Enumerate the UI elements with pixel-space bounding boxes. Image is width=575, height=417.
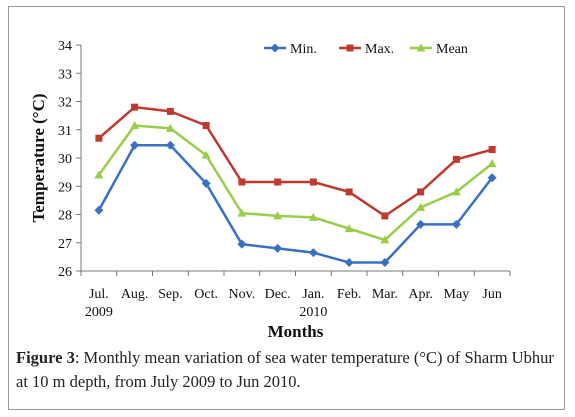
series-line-max: [98, 105, 493, 218]
caption-text: : Monthly mean variation of sea water te…: [16, 348, 554, 391]
data-point-mean: [451, 187, 461, 196]
line-chart: 26 27 28 29 30 31 32 33 34 Jul. Aug. Sep. Oct. Nov. De…: [29, 39, 511, 341]
data-point-min: [416, 219, 426, 229]
data-point-mean: [130, 121, 140, 130]
x-tick-label: Nov.: [229, 287, 256, 302]
data-point-min: [94, 205, 104, 215]
x-tick-label: Feb.: [337, 287, 362, 302]
data-point-max: [238, 178, 246, 186]
data-point-max: [95, 134, 103, 142]
data-point-mean: [308, 212, 318, 221]
y-tick-label: 30: [58, 152, 72, 167]
data-point-mean: [165, 123, 175, 132]
data-point-mean: [487, 159, 497, 168]
data-point-min: [273, 243, 283, 253]
legend-label-max: Max.: [365, 42, 394, 57]
y-tick-label: 29: [58, 180, 72, 195]
data-point-min: [237, 239, 247, 249]
series-line-min: [97, 144, 494, 264]
data-point-max: [381, 212, 389, 220]
data-point-max: [131, 103, 139, 111]
data-point-min: [165, 140, 175, 150]
series-line-mean: [97, 124, 493, 242]
data-point-mean: [237, 208, 247, 217]
x-tick-label: May: [444, 287, 470, 302]
data-point-min: [130, 140, 140, 150]
x-tick-label: Jun: [482, 287, 501, 302]
data-point-max: [345, 188, 353, 196]
x-tick-label: Oct.: [194, 287, 218, 302]
data-point-max: [274, 178, 282, 186]
legend-label-min: Min.: [290, 42, 317, 57]
data-point-min: [380, 258, 390, 268]
x-tick-label: Aug.: [121, 287, 149, 302]
legend-marker-min: [270, 43, 280, 53]
x-tick-label: Apr.: [408, 287, 433, 302]
data-point-min: [308, 248, 318, 258]
y-tick-label: 27: [58, 237, 72, 252]
data-point-min: [201, 178, 211, 188]
x-axis-title: Months: [268, 322, 324, 341]
data-point-mean: [94, 170, 104, 179]
data-point-mean: [380, 235, 390, 244]
data-point-mean: [416, 202, 426, 211]
y-tick-label: 32: [58, 96, 72, 111]
data-point-max: [488, 146, 496, 154]
x-year-label: 2010: [299, 305, 327, 320]
legend-label-mean: Mean: [436, 42, 468, 57]
data-point-mean: [201, 150, 211, 159]
y-tick-label: 33: [58, 67, 72, 82]
legend-marker-max: [346, 44, 354, 52]
data-point-mean: [273, 211, 283, 220]
data-point-mean: [344, 224, 354, 233]
x-tick-label: Dec.: [265, 287, 291, 302]
caption-label: Figure 3: [16, 348, 75, 367]
x-tick-label: Jul.: [89, 287, 109, 302]
x-year-label: 2009: [85, 305, 113, 320]
figure-caption: Figure 3: Monthly mean variation of sea …: [16, 346, 566, 394]
data-point-min: [344, 258, 354, 268]
data-point-max: [309, 178, 317, 186]
legend-marker-mean: [416, 43, 426, 52]
data-point-min: [451, 219, 461, 229]
y-tick-label: 26: [58, 265, 72, 280]
data-point-min: [487, 173, 497, 183]
data-point-max: [202, 122, 210, 130]
x-tick-label: Mar.: [372, 287, 398, 302]
data-point-max: [452, 155, 460, 163]
x-tick-label: Jan.: [302, 287, 324, 302]
data-point-max: [166, 107, 174, 115]
y-tick-label: 31: [58, 124, 72, 139]
y-tick-label: 34: [58, 39, 72, 54]
data-point-max: [417, 188, 425, 196]
x-tick-label: Sep.: [158, 287, 183, 302]
y-axis-title: Temperature (°C): [29, 93, 48, 222]
y-tick-label: 28: [58, 209, 72, 224]
